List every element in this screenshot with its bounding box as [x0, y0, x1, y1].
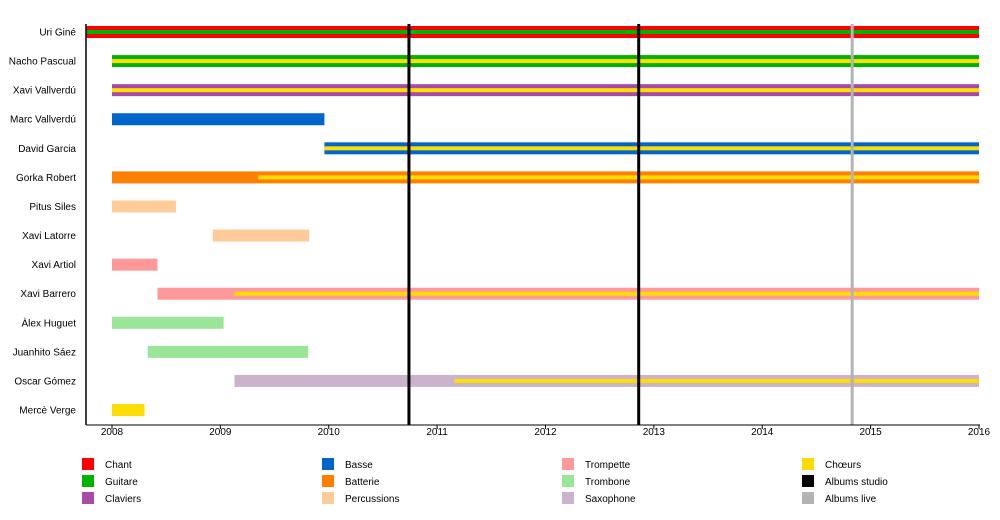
legend-label: Chœurs: [825, 460, 861, 471]
member-label: Xavi Latorre: [22, 231, 76, 242]
x-tick-label: 2008: [101, 427, 124, 438]
legend-swatch: [322, 458, 334, 470]
bar-percussions: [212, 229, 310, 242]
bar-stripe-choeurs: [324, 146, 979, 151]
member-row: Xavi Vallverdú: [13, 84, 979, 97]
x-tick-label: 2012: [534, 427, 557, 438]
bar-stripe-choeurs: [85, 30, 980, 34]
member-label: Àlex Huguet: [22, 316, 77, 329]
legend-label: Saxophone: [585, 494, 636, 505]
member-row: Àlex Huguet: [22, 316, 224, 329]
member-label: Oscar Gómez: [14, 376, 76, 387]
x-tick-label: 2009: [209, 427, 232, 438]
legend-swatch: [562, 492, 574, 504]
legend-item: Trombone: [562, 475, 631, 488]
member-label: Pitus Siles: [29, 202, 76, 213]
legend-swatch: [82, 475, 94, 487]
legend-item: Chant: [82, 458, 132, 471]
member-row: Uri Giné: [39, 26, 980, 39]
legend-item: Saxophone: [562, 492, 636, 505]
bar-basse: [112, 113, 325, 126]
member-label: Uri Giné: [39, 28, 76, 39]
legend-swatch: [82, 458, 94, 470]
legend-swatch: [82, 492, 94, 504]
bar-trombone: [147, 345, 309, 358]
member-row: Mercè Verge: [19, 404, 145, 417]
bar-stripe-choeurs: [234, 291, 979, 296]
x-tick-label: 2011: [426, 427, 448, 438]
member-row: Pitus Siles: [29, 200, 176, 213]
x-tick-label: 2015: [860, 427, 883, 438]
x-tick-label: 2016: [968, 427, 991, 438]
legend-swatch: [322, 475, 334, 487]
bar-stripe-choeurs: [454, 378, 980, 383]
member-row: David Garcia: [18, 142, 979, 155]
legend-swatch: [802, 492, 814, 504]
bar-trombone: [112, 316, 224, 329]
x-tick-label: 2014: [751, 427, 774, 438]
legend-label: Albums studio: [825, 477, 888, 488]
legend-item: Percussions: [322, 492, 399, 505]
legend-item: Guitare: [82, 475, 138, 488]
legend-swatch: [802, 475, 814, 487]
legend-item: Claviers: [82, 492, 141, 505]
member-label: Xavi Barrero: [20, 289, 76, 300]
member-label: Mercè Verge: [19, 406, 76, 417]
member-label: Juanhito Sáez: [13, 347, 76, 358]
legend-item: Basse: [322, 458, 373, 471]
member-row: Nacho Pascual: [9, 55, 979, 68]
legend-swatch: [322, 492, 334, 504]
x-tick-label: 2013: [643, 427, 666, 438]
legend-swatch: [562, 475, 574, 487]
bar-stripe-choeurs: [112, 88, 979, 93]
legend-label: Guitare: [105, 477, 138, 488]
legend-swatch: [562, 458, 574, 470]
member-row: Oscar Gómez: [14, 374, 980, 387]
bar-percussions: [112, 200, 176, 213]
legend-item: Albums studio: [802, 475, 888, 488]
member-label: Gorka Robert: [16, 173, 76, 184]
bar-stripe-choeurs: [258, 175, 979, 180]
legend-label: Percussions: [345, 494, 399, 505]
member-label: Marc Vallverdú: [10, 115, 76, 126]
legend-label: Chant: [105, 460, 132, 471]
bar-trompette: [112, 258, 158, 271]
legend-label: Batterie: [345, 477, 380, 488]
x-tick-label: 2010: [318, 427, 341, 438]
member-label: Xavi Vallverdú: [13, 86, 76, 97]
legend-item: Albums live: [802, 492, 877, 505]
legend-label: Trompette: [585, 460, 631, 471]
member-row: Gorka Robert: [16, 171, 979, 184]
member-row: Xavi Artiol: [32, 258, 158, 271]
member-row: Juanhito Sáez: [13, 345, 309, 358]
legend-label: Basse: [345, 460, 373, 471]
member-row: Xavi Latorre: [22, 229, 310, 242]
bar-chœurs: [112, 404, 145, 417]
legend-label: Albums live: [825, 494, 877, 505]
member-label: David Garcia: [18, 144, 76, 155]
legend-swatch: [802, 458, 814, 470]
legend-item: Trompette: [562, 458, 631, 471]
legend-label: Claviers: [105, 494, 141, 505]
member-row: Marc Vallverdú: [10, 113, 325, 126]
member-label: Nacho Pascual: [9, 57, 76, 68]
legend-item: Chœurs: [802, 458, 861, 471]
member-row: Xavi Barrero: [20, 287, 979, 300]
member-label: Xavi Artiol: [32, 260, 76, 271]
legend-label: Trombone: [585, 477, 631, 488]
legend-item: Batterie: [322, 475, 380, 488]
bar-stripe-choeurs: [112, 59, 979, 64]
